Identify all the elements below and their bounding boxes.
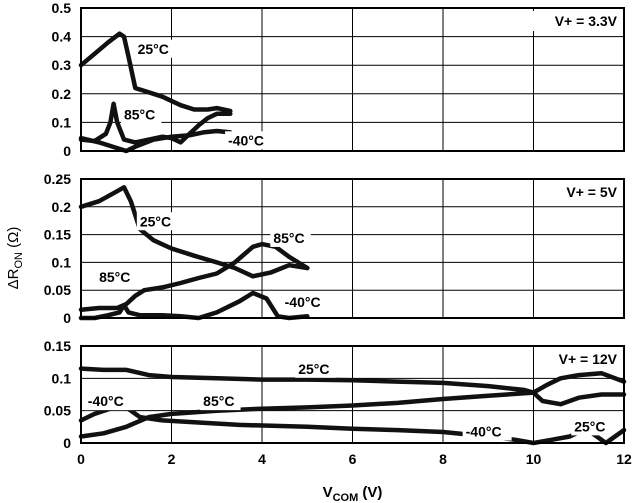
panel-frame	[80, 345, 625, 444]
condition-backdrop	[532, 11, 621, 31]
series-label: 25°C	[574, 418, 605, 434]
condition-label: V+ = 3.3V	[555, 13, 618, 29]
y-tick-label: 0.15	[44, 227, 71, 243]
condition-label: V+ = 12V	[559, 351, 618, 367]
condition-label: V+ = 5V	[566, 184, 617, 200]
series-label: 85°C	[99, 269, 130, 285]
series-label-backdrop	[571, 417, 612, 436]
y-tick-label: 0.2	[52, 199, 72, 215]
x-tick-label: 2	[168, 451, 176, 467]
x-tick-label: 8	[439, 451, 447, 467]
y-tick-label: 0.4	[52, 29, 72, 45]
series-label-backdrop	[96, 267, 137, 286]
series-label: 85°C	[124, 107, 155, 123]
series-label: 25°C	[138, 41, 169, 57]
y-tick-label: 0.5	[52, 0, 72, 16]
series-label-backdrop	[134, 39, 175, 58]
series-label-backdrop	[462, 422, 512, 441]
y-tick-label: 0	[63, 435, 71, 451]
series-line	[78, 366, 627, 407]
series-line	[78, 31, 233, 114]
series-label-backdrop	[295, 359, 336, 378]
series-label: -40°C	[466, 424, 502, 440]
y-tick-label: 0.15	[44, 338, 71, 354]
series-label-backdrop	[200, 392, 241, 411]
series-label: -40°C	[88, 393, 124, 409]
series-label: -40°C	[285, 294, 321, 310]
x-tick-label: 10	[526, 451, 542, 467]
y-tick-label: 0.05	[44, 403, 71, 419]
series-label: 85°C	[273, 230, 304, 246]
y-tick-label: 0	[63, 310, 71, 326]
series-label: -40°C	[228, 132, 264, 148]
condition-backdrop	[541, 349, 621, 369]
series-line	[78, 128, 233, 154]
series-label-backdrop	[270, 228, 311, 247]
x-tick-label: 0	[77, 451, 85, 467]
series-label-backdrop	[225, 131, 275, 150]
series-label: 85°C	[203, 393, 234, 409]
y-axis-label: ΔRON (Ω)	[5, 227, 25, 290]
x-axis-label: VCOM (V)	[323, 484, 383, 503]
condition-backdrop	[550, 182, 621, 202]
series-line	[78, 290, 310, 321]
series-label-backdrop	[120, 105, 162, 124]
series-label-backdrop	[281, 292, 331, 311]
series-line	[78, 185, 310, 279]
y-tick-label: 0.1	[52, 254, 72, 270]
series-label: 25°C	[298, 361, 329, 377]
series-label: 25°C	[140, 213, 171, 229]
x-tick-label: 4	[258, 451, 266, 467]
y-tick-label: 0	[63, 143, 71, 159]
y-tick-label: 0.1	[52, 114, 72, 130]
y-tick-label: 0.2	[52, 86, 72, 102]
x-tick-label: 6	[349, 451, 357, 467]
series-label-backdrop	[136, 212, 178, 231]
y-tick-label: 0.1	[52, 370, 72, 386]
panel-frame	[80, 7, 625, 152]
panel-frame	[80, 178, 625, 319]
x-tick-label: 12	[616, 451, 632, 467]
y-tick-label: 0.05	[44, 282, 71, 298]
y-tick-label: 0.3	[52, 57, 72, 73]
series-label-backdrop	[84, 392, 134, 411]
y-tick-label: 0.25	[44, 171, 71, 187]
